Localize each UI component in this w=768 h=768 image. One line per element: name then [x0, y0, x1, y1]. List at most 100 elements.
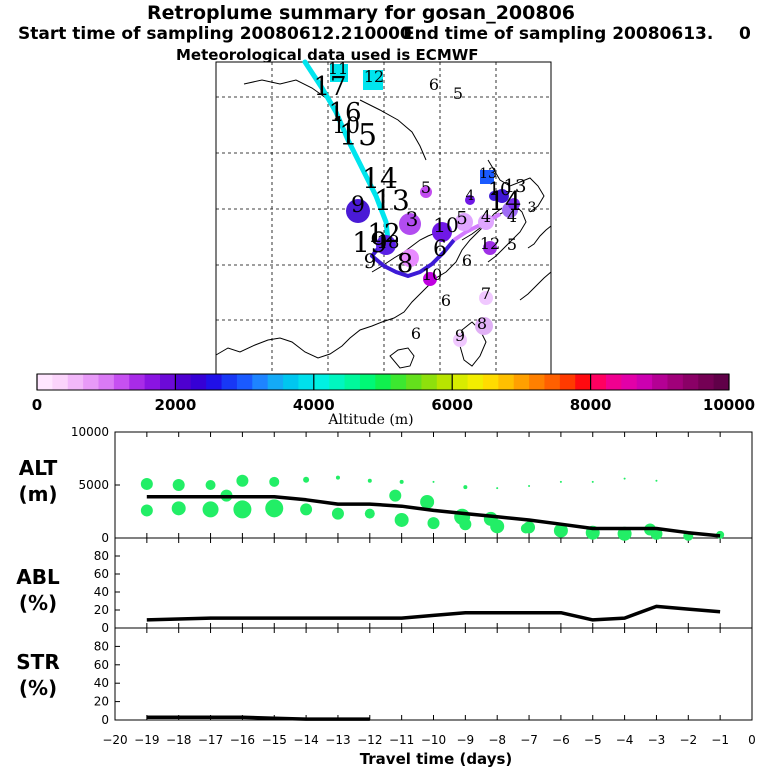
x-tick-label: −5 [584, 733, 602, 747]
alt-plume-dot [303, 476, 310, 483]
abl-y-tick-label: 60 [94, 567, 109, 581]
colorbar-segment [67, 374, 84, 390]
colorbar-tick-label: 8000 [570, 396, 612, 414]
plume-marker [376, 235, 396, 255]
alt-plume-dot [427, 517, 440, 530]
colorbar-segment [298, 374, 315, 390]
x-tick-label: −11 [389, 733, 414, 747]
map-label: 15 [339, 118, 377, 153]
plume-marker [479, 291, 493, 305]
colorbar-tick-label: 6000 [431, 396, 473, 414]
plume-marker [495, 189, 509, 203]
plume-marker [475, 317, 493, 335]
map-label: 9 [455, 326, 465, 345]
alt-plume-dot [520, 523, 531, 534]
map-label: 18 [377, 232, 400, 253]
colorbar-segment [160, 374, 176, 390]
map-label: 5 [456, 208, 467, 229]
x-tick-label: −4 [616, 733, 634, 747]
str-panel-frame [114, 627, 753, 721]
plume-marker [401, 249, 419, 267]
alt-plume-dot [559, 480, 562, 483]
colorbar-segment [375, 374, 392, 390]
alt-plume-dot [394, 512, 409, 527]
abl-line [146, 604, 721, 622]
colorbar-segment [452, 374, 469, 390]
colorbar-segment [467, 374, 484, 390]
alt-plume-dot [399, 479, 404, 484]
map-label: 13 [374, 184, 410, 217]
colorbar-segment [390, 374, 407, 390]
colorbar-segment [236, 374, 253, 390]
map-label: 14 [362, 162, 398, 195]
str-y-tick-label: 60 [94, 658, 109, 672]
map-label: 17 [313, 72, 346, 102]
trajectory-paths [302, 59, 502, 278]
x-axis-label: Travel time (days) [360, 750, 513, 768]
map-label: 4 [466, 188, 475, 204]
colorbar-segment [129, 374, 146, 390]
map-label: 12 [480, 234, 500, 253]
alt-plume-dot [367, 478, 372, 483]
colorbar-segment [144, 374, 161, 390]
colorbar-segment [359, 374, 376, 390]
x-tick-label: 0 [748, 733, 756, 747]
x-tick-label: −20 [102, 733, 127, 747]
alt-plume-dot [265, 499, 284, 518]
map-label: 8 [477, 314, 487, 333]
map-label: 8 [397, 249, 414, 279]
map-label: 5 [507, 235, 517, 254]
alt-plume-dot [140, 504, 153, 517]
alt-y-tick-label: 0 [101, 531, 109, 545]
alt-plume-dot [432, 480, 435, 483]
plume-marker [455, 213, 473, 231]
plume-marker [453, 333, 467, 347]
alt-plume-dot [591, 480, 594, 483]
map-label: 10 [422, 265, 442, 284]
colorbar-segment [436, 374, 453, 390]
colorbar-segment [559, 374, 576, 390]
map-label: 11 [328, 59, 348, 78]
map-label: 12 [364, 67, 384, 86]
alt-plume-dot [420, 494, 435, 509]
end-time-label: End time of sampling 20080613. [403, 24, 714, 44]
x-tick-label: −2 [679, 733, 697, 747]
alt-plume-dot [202, 501, 219, 518]
alt-plume-dot [463, 485, 468, 490]
trajectory-lower [370, 238, 456, 278]
alt-mean-line [146, 494, 721, 538]
alt-y-tick-label: 5000 [78, 478, 109, 492]
map-label: 9 [364, 249, 377, 273]
colorbar: 0 2000 4000 6000 8000 10000 Altitude (m) [32, 373, 755, 428]
colorbar-segment [344, 374, 361, 390]
str-label: STR [16, 650, 59, 674]
map-label: 10 [332, 114, 360, 139]
x-tick-label: −12 [357, 733, 382, 747]
colorbar-segment [98, 374, 115, 390]
colorbar-segment [544, 374, 561, 390]
alt-plume-dot [331, 507, 344, 520]
x-tick-label: −9 [456, 733, 474, 747]
trajectory-lower-end [452, 212, 502, 242]
x-tick-label: −10 [421, 733, 446, 747]
alt-plume-dot [389, 489, 402, 502]
colorbar-segment [206, 374, 223, 390]
colorbar-segment [267, 374, 284, 390]
str-y-tick-label: 0 [101, 713, 109, 727]
map-label: 3 [528, 200, 537, 216]
plume-markers [330, 64, 520, 347]
trajectory-upper [302, 59, 391, 243]
colorbar-segment [590, 374, 607, 390]
colorbar-segment [575, 374, 592, 390]
time-series-panels: ALT (m) ABL (%) STR (%) 0 5000 10000 0 20 40… [16, 425, 756, 768]
map-label: 10 [489, 179, 512, 200]
plume-marker-square [480, 170, 494, 184]
alt-plume-dot [553, 523, 568, 538]
met-data-label: Meteorological data used is ECMWF [176, 46, 479, 64]
x-tick-label: −8 [488, 733, 506, 747]
alt-plume-dot [364, 508, 375, 519]
map-label: 5 [453, 84, 463, 103]
x-tick-label: −7 [520, 733, 538, 747]
